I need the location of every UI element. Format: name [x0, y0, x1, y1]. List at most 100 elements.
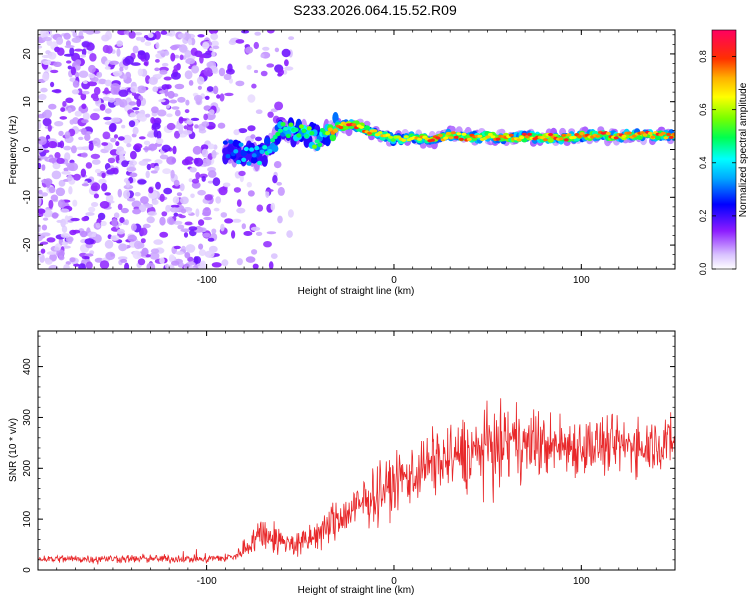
spectrogram-noise-cell	[47, 141, 58, 149]
spectrogram-noise-cell	[41, 192, 48, 197]
spectrogram-noise-cell	[184, 156, 194, 165]
spectrogram-noise-cell	[158, 99, 166, 103]
spectrogram-noise-cell	[90, 153, 101, 159]
spectrogram-noise-cell	[227, 63, 233, 73]
spectrogram-ridge-cell	[516, 138, 522, 142]
spectrogram-ridge-cell	[262, 145, 268, 150]
spectrogram-noise-cell	[101, 172, 106, 179]
spectrogram-noise-cell	[233, 129, 240, 136]
spectrogram-noise-cell	[274, 47, 280, 53]
spectrogram-ridge-cell	[377, 131, 383, 135]
spectrogram-ridge-cell	[445, 131, 451, 136]
spectrogram-noise-cell	[266, 63, 275, 68]
spectrogram-noise-cell	[184, 252, 191, 259]
spectrogram-noise-cell	[236, 207, 246, 214]
spectrogram-noise-cell	[174, 83, 185, 90]
spectrogram-noise-cell	[167, 90, 175, 99]
spectrogram-noise-cell	[286, 230, 293, 238]
spectrogram-noise-cell	[108, 123, 117, 133]
spectrogram-noise-cell	[106, 45, 113, 54]
snr-series-line	[38, 398, 675, 565]
spectrogram-noise-cell	[190, 193, 195, 199]
spectrogram-noise-cell	[73, 263, 80, 267]
spectrogram-noise-cell	[69, 229, 77, 236]
spectrogram-ridge-cell	[477, 134, 483, 138]
spectrogram-noise-cell	[38, 197, 42, 206]
spectrogram-noise-cell	[167, 264, 175, 269]
spectrogram-noise-cell	[135, 36, 142, 41]
spectrogram-noise-cell	[69, 47, 75, 56]
spectrogram-ridge-cell	[451, 131, 456, 135]
spectrogram-ridge-cell	[314, 139, 320, 144]
spectrogram-ridge-cell	[367, 131, 373, 135]
spectrogram-noise-cell	[148, 187, 154, 194]
spectrogram-noise-cell	[266, 231, 277, 235]
spectrogram-ridge-cell	[306, 126, 312, 131]
spectrogram-ridge-cell	[275, 131, 281, 137]
spectrogram-noise-cell	[72, 31, 77, 38]
spectrogram-noise-cell	[56, 36, 64, 45]
snr-x-ticks: -100 0 100	[37, 331, 676, 587]
spectrogram-noise-cell	[82, 112, 90, 121]
spectrogram-noise-cell	[267, 30, 275, 34]
spectrogram-noise-cell	[191, 65, 200, 74]
spectrogram-ridge-cell	[626, 131, 632, 135]
spectrogram-noise-cell	[72, 80, 80, 88]
spectrogram-noise-cell	[274, 101, 284, 111]
spectrogram-noise-cell	[132, 250, 142, 260]
spectrogram-noise-cell	[198, 54, 207, 58]
spectrogram-noise-cell	[163, 187, 173, 195]
spectrogram-ridge-cell	[264, 137, 271, 145]
spectrogram-noise-cell	[38, 189, 43, 195]
spectrogram-noise-cell	[111, 117, 121, 123]
spectrogram-noise-cell	[61, 170, 71, 175]
spectrogram-ridge-cell	[254, 145, 260, 151]
spectrogram-noise-cell	[207, 180, 214, 184]
spectrogram-ridge-cell	[403, 135, 409, 139]
spectrogram-ridge-cell	[333, 128, 338, 133]
spectrogram-noise-cell	[81, 216, 88, 222]
spectrogram-noise-cell	[209, 47, 214, 52]
spectrogram-ridge-cell	[288, 122, 294, 127]
spectrogram-ridge-cell	[385, 133, 391, 137]
spectrogram-noise-cell	[180, 228, 191, 233]
spectrogram-noise-cell	[207, 153, 213, 161]
spectrogram-ridge-cell	[650, 135, 656, 139]
spectrogram-noise-cell	[159, 193, 165, 202]
spectrogram-noise-cell	[128, 120, 136, 128]
spectrogram-noise-cell	[53, 61, 62, 67]
spectrogram-noise-cell	[111, 218, 118, 228]
spectrogram-noise-cell	[207, 143, 215, 150]
spectrogram-noise-cell	[149, 252, 160, 260]
y-tick-label: 10	[22, 96, 33, 108]
spectrogram-noise-cell	[65, 97, 74, 104]
spectrogram-ridge-cell	[293, 127, 299, 132]
spectrogram-noise-cell	[60, 218, 66, 228]
spectrogram-noise-cell	[171, 260, 180, 266]
spectrogram-noise-cell	[78, 136, 84, 141]
x-tick-label: 0	[391, 576, 397, 587]
spectrogram-ridge-cell	[466, 137, 472, 141]
spectrogram-noise-cell	[224, 218, 234, 224]
spectrogram-noise-cell	[67, 107, 72, 114]
spectrogram-noise-cell	[195, 208, 200, 217]
spectrogram-noise-cell	[170, 204, 180, 208]
spectrogram-noise-cell	[136, 113, 145, 118]
spectrogram-noise-cell	[112, 70, 123, 77]
spectrogram-noise-cell	[191, 178, 200, 184]
spectrogram-noise-cell	[60, 208, 70, 213]
spectrogram-noise-cell	[96, 71, 103, 78]
spectrogram-noise-cell	[173, 64, 181, 71]
spectrogram-ridge-cell	[453, 135, 459, 139]
spectrogram-ridge-cell	[236, 159, 241, 165]
spectrogram-noise-cell	[220, 212, 228, 218]
spectrogram-ridge-cell	[251, 156, 258, 164]
spectrogram-noise-cell	[251, 249, 258, 255]
spectrogram-noise-cell	[273, 161, 282, 169]
spectrogram-noise-cell	[151, 106, 159, 114]
spectrogram-noise-cell	[66, 60, 72, 64]
snr-x-axis-label: Height of straight line (km)	[298, 585, 415, 596]
spectrogram-noise-cell	[50, 194, 59, 202]
spectrogram-noise-cell	[170, 169, 175, 179]
spectrogram-noise-cell	[119, 217, 125, 224]
